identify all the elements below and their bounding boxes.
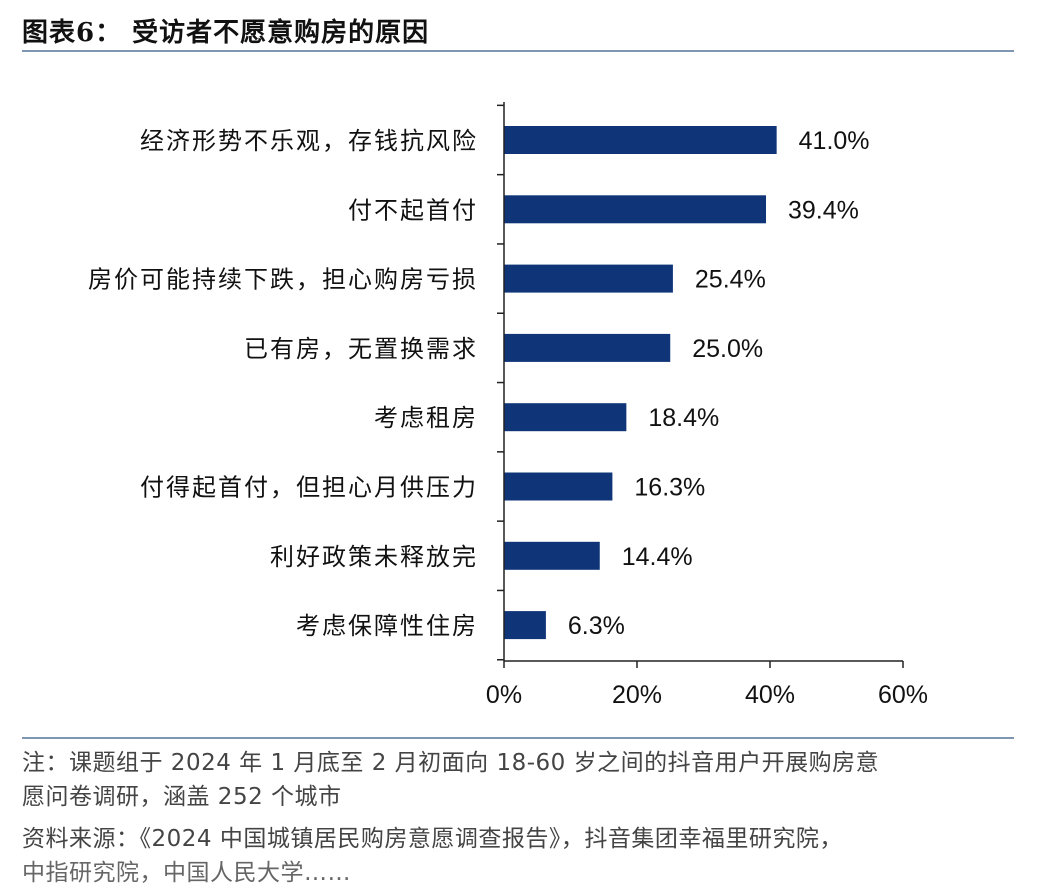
source-line-2: 中指研究院，中国人民大学…… bbox=[22, 860, 351, 886]
category-label: 考虑保障性住房 bbox=[296, 612, 478, 640]
bar bbox=[504, 195, 767, 224]
note-line-2: 愿问卷调研，涵盖 252 个城市 bbox=[22, 784, 342, 810]
value-label: 6.3% bbox=[568, 612, 625, 640]
x-tick-label: 60% bbox=[878, 681, 928, 709]
category-label: 付不起首付 bbox=[348, 196, 478, 224]
bar bbox=[504, 541, 600, 570]
bar bbox=[504, 472, 613, 501]
value-label: 41.0% bbox=[799, 127, 870, 155]
bar bbox=[504, 126, 777, 154]
figure-title: 图表6： 受访者不愿意购房的原因 bbox=[22, 18, 430, 48]
value-label: 18.4% bbox=[648, 404, 719, 432]
bar bbox=[504, 333, 671, 362]
bar bbox=[504, 611, 546, 640]
value-label: 16.3% bbox=[634, 474, 705, 502]
value-label: 25.4% bbox=[695, 266, 766, 294]
category-label: 考虑租房 bbox=[374, 404, 478, 432]
category-label: 利好政策未释放完 bbox=[270, 543, 478, 571]
bottom-divider bbox=[22, 737, 1014, 739]
value-label: 14.4% bbox=[622, 543, 693, 571]
bar-chart: 经济形势不乐观，存钱抗风险 41.0% 付不起首付 39.4% 房价可能持续下跌，担心购… bbox=[88, 102, 928, 709]
category-label: 经济形势不乐观，存钱抗风险 bbox=[140, 127, 478, 155]
x-tick-label: 0% bbox=[486, 681, 522, 709]
note-line-1: 注：课题组于 2024 年 1 月底至 2 月初面向 18-60 岁之间的抖音用… bbox=[22, 750, 880, 776]
bar bbox=[504, 264, 673, 293]
bar bbox=[504, 403, 627, 432]
value-label: 25.0% bbox=[692, 335, 763, 363]
x-tick-label: 40% bbox=[745, 681, 795, 709]
source-line-1: 资料来源：《2024 中国城镇居民购房意愿调查报告》，抖音集团幸福里研究院， bbox=[22, 826, 843, 852]
category-label: 付得起首付，但担心月供压力 bbox=[140, 474, 478, 502]
category-label: 房价可能持续下跌，担心购房亏损 bbox=[88, 266, 478, 294]
value-label: 39.4% bbox=[788, 196, 859, 224]
category-label: 已有房，无置换需求 bbox=[244, 335, 478, 363]
top-divider bbox=[22, 50, 1014, 52]
x-tick-label: 20% bbox=[612, 681, 662, 709]
